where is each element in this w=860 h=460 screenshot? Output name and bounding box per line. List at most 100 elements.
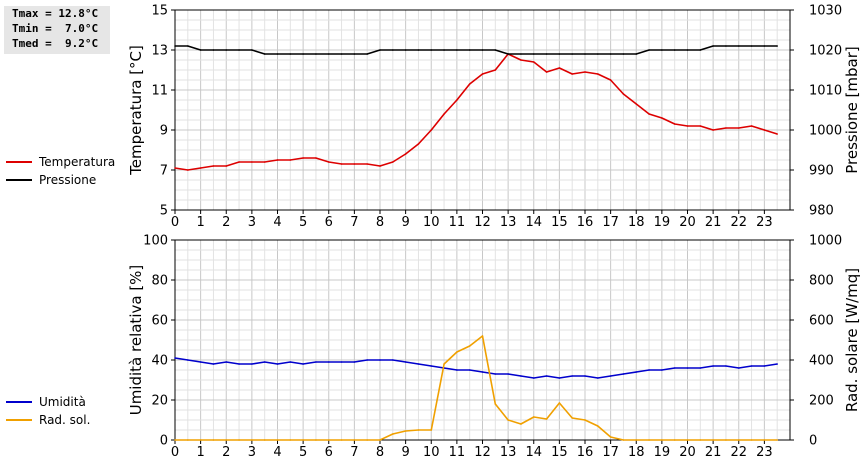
data-point bbox=[199, 439, 202, 441]
series-line bbox=[174, 357, 778, 379]
data-point bbox=[584, 375, 586, 377]
y-tick-label-right: 990 bbox=[809, 164, 834, 179]
x-tick-label: 21 bbox=[705, 445, 722, 460]
data-point bbox=[340, 53, 343, 55]
x-tick-label: 16 bbox=[577, 445, 594, 460]
x-tick-label: 1 bbox=[196, 445, 204, 460]
data-point bbox=[558, 53, 561, 55]
data-point bbox=[340, 163, 343, 165]
y-tick-label-left: 11 bbox=[151, 84, 168, 99]
y-tick-label-left: 40 bbox=[151, 354, 168, 369]
data-point bbox=[212, 439, 215, 441]
series-line bbox=[175, 335, 778, 441]
x-tick-label: 20 bbox=[679, 215, 696, 230]
data-point bbox=[609, 436, 612, 438]
data-point bbox=[315, 53, 317, 55]
data-point bbox=[340, 361, 343, 363]
x-tick-label: 7 bbox=[350, 445, 358, 460]
x-tick-label: 6 bbox=[325, 215, 333, 230]
data-point bbox=[673, 49, 676, 51]
data-point bbox=[699, 125, 702, 127]
data-point bbox=[648, 113, 650, 115]
data-point bbox=[571, 53, 573, 55]
data-point bbox=[238, 439, 240, 441]
data-point bbox=[302, 53, 304, 55]
data-point bbox=[379, 165, 381, 167]
data-point bbox=[238, 161, 240, 163]
x-tick-label: 12 bbox=[474, 215, 491, 230]
data-point bbox=[584, 419, 586, 421]
data-point bbox=[443, 113, 445, 115]
data-point bbox=[609, 53, 612, 55]
x-tick-label: 11 bbox=[449, 215, 466, 230]
legend-swatch bbox=[6, 161, 32, 163]
legend-swatch bbox=[6, 401, 32, 403]
data-point bbox=[750, 125, 753, 127]
data-point bbox=[584, 53, 586, 55]
data-point bbox=[648, 49, 650, 51]
data-point bbox=[302, 363, 304, 365]
data-point bbox=[315, 439, 317, 441]
data-point bbox=[468, 345, 471, 347]
data-point bbox=[392, 49, 394, 51]
data-point bbox=[571, 375, 573, 377]
y-tick-label-left: 60 bbox=[151, 314, 168, 329]
data-point bbox=[635, 103, 638, 105]
data-point bbox=[251, 49, 253, 51]
x-tick-label: 12 bbox=[474, 445, 491, 460]
data-point bbox=[174, 439, 176, 441]
data-point bbox=[430, 129, 433, 131]
y-tick-label-right: 1020 bbox=[809, 44, 842, 59]
data-point bbox=[712, 129, 714, 131]
y-tick-label-left: 80 bbox=[151, 274, 168, 289]
data-point bbox=[366, 439, 368, 441]
data-point bbox=[392, 161, 394, 163]
data-point bbox=[302, 157, 304, 159]
x-tick-label: 21 bbox=[705, 215, 722, 230]
data-point bbox=[558, 402, 561, 404]
data-point bbox=[404, 361, 407, 363]
x-tick-label: 18 bbox=[628, 445, 645, 460]
x-tick-label: 14 bbox=[525, 215, 542, 230]
data-point bbox=[187, 45, 189, 47]
data-point bbox=[456, 369, 458, 371]
x-tick-label: 10 bbox=[423, 445, 440, 460]
x-tick-label: 10 bbox=[423, 215, 440, 230]
legend-label: Umidità bbox=[39, 395, 86, 409]
y-tick-label-left: 7 bbox=[160, 164, 168, 179]
data-point bbox=[609, 375, 612, 377]
y-tick-label-right: 400 bbox=[809, 354, 834, 369]
data-point bbox=[686, 439, 689, 441]
y-tick-label-right: 200 bbox=[809, 394, 834, 409]
data-point bbox=[468, 83, 471, 85]
data-point bbox=[622, 439, 625, 441]
data-point bbox=[763, 129, 766, 131]
data-point bbox=[468, 369, 471, 371]
data-point bbox=[443, 363, 445, 365]
data-point bbox=[609, 79, 612, 81]
series-temperatura bbox=[174, 53, 778, 171]
y-axis-label-left: Temperatura [°C] bbox=[127, 45, 145, 176]
x-tick-label: 23 bbox=[756, 215, 773, 230]
y-tick-label-left: 100 bbox=[143, 234, 168, 249]
data-point bbox=[276, 439, 279, 441]
data-point bbox=[353, 163, 356, 165]
data-point bbox=[532, 377, 535, 379]
data-point bbox=[750, 365, 753, 367]
data-point bbox=[532, 53, 535, 55]
data-point bbox=[199, 167, 202, 169]
x-tick-label: 0 bbox=[171, 215, 179, 230]
y-tick-label-left: 13 bbox=[151, 44, 168, 59]
x-tick-label: 14 bbox=[525, 445, 542, 460]
y-tick-label-right: 1030 bbox=[809, 4, 842, 19]
data-point bbox=[404, 430, 407, 432]
data-point bbox=[251, 363, 253, 365]
data-point bbox=[494, 403, 497, 405]
data-point bbox=[430, 49, 433, 51]
x-tick-label: 2 bbox=[222, 215, 230, 230]
data-point bbox=[289, 361, 292, 363]
data-point bbox=[251, 439, 253, 441]
data-point bbox=[468, 49, 471, 51]
x-tick-label: 22 bbox=[730, 215, 747, 230]
